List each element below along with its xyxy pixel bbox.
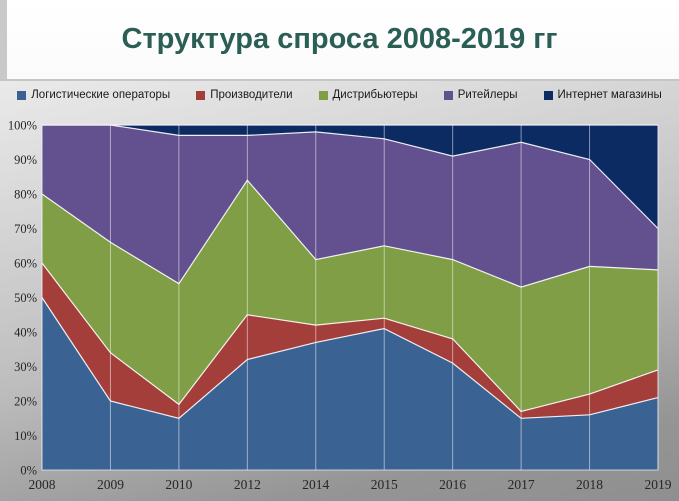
series-boundary-line-3 xyxy=(41,179,659,288)
x-axis-label: 2017 xyxy=(508,477,535,492)
left-edge-strip xyxy=(0,0,7,79)
title-band: Структура спроса 2008-2019 гг xyxy=(0,0,679,79)
x-axis-label: 2015 xyxy=(371,477,398,492)
area-series-2 xyxy=(42,263,658,419)
legend-label: Логистические операторы xyxy=(31,89,171,101)
y-axis-label: 60% xyxy=(14,257,37,271)
series-boundary-line-4 xyxy=(42,124,659,229)
chart-title: Структура спроса 2008-2019 гг xyxy=(121,23,558,55)
area-series-4 xyxy=(42,125,658,288)
legend-label: Производители xyxy=(210,89,293,101)
series-boundary-line-1 xyxy=(41,297,659,419)
legend-swatch-icon xyxy=(17,90,27,100)
area-series-1 xyxy=(42,297,658,470)
y-axis-label: 30% xyxy=(14,360,37,374)
legend-label: Интернет магазины xyxy=(557,89,662,101)
y-axis-label: 40% xyxy=(14,326,37,340)
legend-item: Ритейлеры xyxy=(443,89,518,101)
y-axis-label: 0% xyxy=(20,464,37,478)
chart-area: Логистические операторы Производители Дист… xyxy=(0,81,679,501)
chart-legend: Логистические операторы Производители Дист… xyxy=(0,89,679,101)
area-series-3 xyxy=(42,180,658,412)
legend-swatch-icon xyxy=(543,90,553,100)
x-axis-label: 2019 xyxy=(645,477,672,492)
x-axis-label: 2016 xyxy=(439,477,466,492)
x-axis-label: 2018 xyxy=(576,477,603,492)
plot-border xyxy=(41,124,659,471)
series-boundary-line-2 xyxy=(41,262,659,413)
stacked-area-chart: 0% 10% 20% 30% 40% 50% 60% 70% 80% 90% 100% 2008 200… xyxy=(8,119,672,493)
legend-item: Логистические операторы xyxy=(17,89,170,101)
x-axis-label: 2014 xyxy=(302,477,329,492)
legend-item: Производители xyxy=(196,89,293,101)
legend-item: Дистрибьютеры xyxy=(318,89,418,101)
x-axis-label: 2009 xyxy=(97,477,124,492)
y-axis-label: 80% xyxy=(14,188,37,202)
y-axis-label: 70% xyxy=(14,222,37,236)
y-axis-label: 90% xyxy=(14,153,37,167)
legend-swatch-icon xyxy=(318,90,328,100)
x-axis-label: 2010 xyxy=(165,477,192,492)
x-axis-label: 2008 xyxy=(29,477,56,492)
y-axis-label: 10% xyxy=(14,429,37,443)
legend-swatch-icon xyxy=(443,90,453,100)
legend-label: Ритейлеры xyxy=(457,89,518,101)
legend-item: Интернет магазины xyxy=(543,89,662,101)
legend-swatch-icon xyxy=(196,90,206,100)
area-series-5 xyxy=(42,125,658,229)
x-axis-label: 2012 xyxy=(234,477,261,492)
y-axis-label: 20% xyxy=(14,395,37,409)
y-axis-label: 100% xyxy=(8,119,37,133)
title-divider xyxy=(0,79,679,81)
y-axis-label: 50% xyxy=(14,291,37,305)
legend-label: Дистрибьютеры xyxy=(332,89,418,101)
